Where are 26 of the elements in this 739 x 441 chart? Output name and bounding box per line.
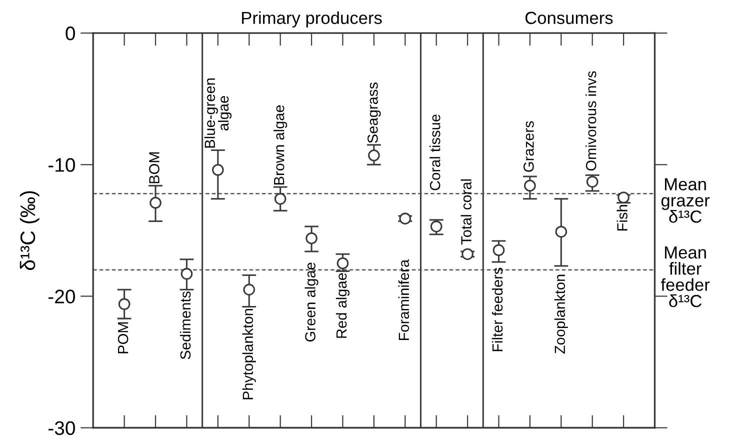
annotation: Green algae [304,262,318,342]
annotation: Red algae [336,273,350,338]
annotation: Seagrass [368,82,381,143]
annotation: Brown algae [274,105,288,184]
ref-line-label: Mean filter feeder δ¹³C [660,246,710,308]
y-axis-title: δ¹³C (‰) [20,191,40,270]
annotation: Fish [616,205,628,230]
y-tick-label: -10 [48,158,75,172]
y-tick-label: 0 [66,26,75,40]
annotation: Filter feeders [492,268,503,352]
annotation: POM [118,322,128,354]
text: Primary producers [242,11,382,28]
annotation: Omivorous invs [586,71,596,171]
ref-line-label: Mean grazer δ¹³C [661,178,710,223]
annotation: Coral tissue [430,114,440,190]
annotation: Zooplankton [554,274,568,354]
y-tick-label: -30 [48,421,75,436]
annotation: Blue-green algae [204,78,232,148]
annotation: Grazers [524,121,534,172]
y-tick-label: -20 [48,290,75,304]
text: Consumers [525,12,613,24]
annotation: Total coral [460,179,472,245]
annotation: Foraminifera [398,259,410,340]
annotation: Phytoplankton [242,308,256,400]
annotation: Sediments [180,291,191,360]
annotation: BOM [149,152,160,184]
